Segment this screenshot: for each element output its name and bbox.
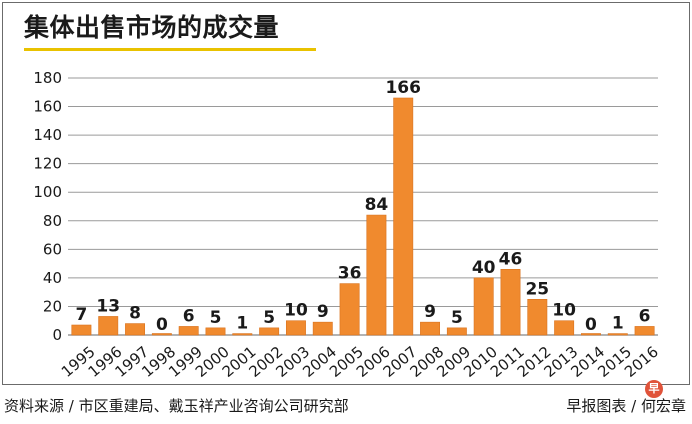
source-note: 资料来源 / 市区重建局、戴玉祥产业咨询公司研究部: [4, 397, 349, 415]
value-label-2008: 9: [424, 302, 436, 322]
value-label-2015: 1: [612, 314, 624, 334]
value-label-2005: 36: [338, 264, 362, 284]
bar-2010: [473, 277, 494, 336]
y-tick-label: 20: [43, 297, 62, 315]
y-tick-label: 160: [33, 98, 62, 116]
value-label-2013: 10: [552, 301, 576, 321]
value-label-2014: 0: [585, 315, 597, 335]
bar-2016: [634, 326, 655, 336]
y-axis-ticks: 0 20 40 60 80 100 120 140 160 180: [33, 69, 62, 344]
x-axis-ticks: 1995199619971998199920002001200220032004…: [58, 343, 662, 381]
value-label-2002: 5: [263, 308, 275, 328]
y-tick-label: 140: [33, 126, 62, 144]
value-label-2006: 84: [365, 195, 389, 215]
bar-2000: [205, 327, 226, 336]
value-label-1999: 6: [183, 306, 195, 326]
bar-2004: [312, 321, 333, 336]
value-label-1998: 0: [156, 315, 168, 335]
y-tick-label: 120: [33, 155, 62, 173]
y-tick-label: 60: [43, 240, 62, 258]
bar-1995: [71, 324, 92, 336]
value-label-1995: 7: [75, 305, 87, 325]
bars: [71, 97, 655, 336]
y-tick-label: 100: [33, 183, 62, 201]
value-label-1997: 8: [129, 304, 141, 324]
value-label-2003: 10: [284, 301, 308, 321]
bar-2009: [446, 327, 467, 336]
bar-1996: [98, 316, 119, 336]
value-label-2004: 9: [317, 302, 329, 322]
gridlines: [68, 77, 658, 336]
bar-2002: [259, 327, 280, 336]
bar-2011: [500, 269, 521, 336]
value-label-2011: 46: [499, 249, 523, 269]
bar-2015: [607, 333, 628, 336]
bar-2005: [339, 283, 360, 336]
bar-2012: [527, 299, 548, 336]
bar-1998: [151, 333, 172, 336]
zaobao-logo-icon: 早: [645, 380, 663, 398]
value-label-2012: 25: [525, 279, 549, 299]
bar-2014: [580, 333, 601, 336]
bar-1999: [178, 326, 199, 336]
y-tick-label: 180: [33, 69, 62, 87]
bar-2008: [420, 321, 440, 336]
bar-2006: [366, 214, 387, 336]
y-tick-label: 80: [43, 212, 62, 230]
title-underline: [24, 48, 316, 51]
value-label-2009: 5: [451, 308, 463, 328]
bar-2013: [554, 320, 575, 336]
bar-1997: [125, 323, 145, 336]
value-label-2001: 1: [236, 314, 248, 334]
value-label-2000: 5: [210, 308, 222, 328]
value-label-2016: 6: [639, 306, 651, 326]
bar-2003: [285, 320, 306, 336]
value-label-2007: 166: [385, 78, 421, 98]
bar-2001: [232, 333, 253, 336]
footer: 资料来源 / 市区重建局、戴玉祥产业咨询公司研究部 早报图表 / 何宏章: [0, 389, 692, 424]
bar-2007: [393, 97, 414, 336]
page-title: 集体出售市场的成交量: [24, 13, 280, 42]
graphic-credit: 早报图表 / 何宏章: [566, 397, 686, 415]
chart-frame: [2, 2, 690, 385]
y-tick-label: 0: [52, 326, 62, 344]
value-label-1996: 13: [96, 296, 120, 316]
value-label-2010: 40: [472, 258, 496, 278]
y-tick-label: 40: [43, 269, 62, 287]
